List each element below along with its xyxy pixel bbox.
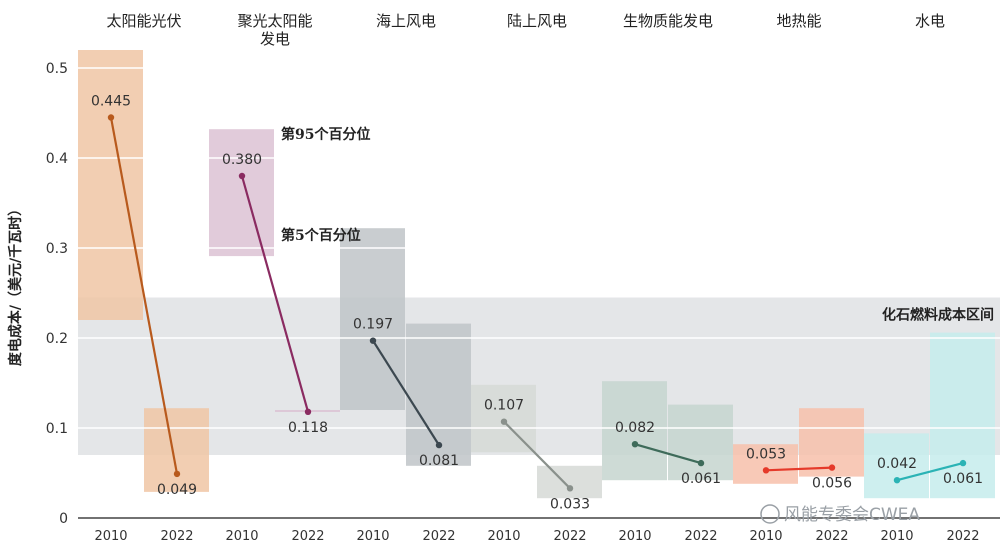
series-line bbox=[240, 175, 310, 413]
y-tick-label: 0.1 bbox=[46, 421, 68, 437]
wechat-icon bbox=[760, 504, 780, 524]
percentile-box bbox=[144, 408, 209, 492]
data-label: 0.107 bbox=[484, 398, 524, 414]
category-title: 水电 bbox=[915, 12, 945, 30]
series-line bbox=[372, 340, 440, 446]
data-point bbox=[304, 408, 312, 415]
data-point bbox=[762, 467, 770, 474]
x-tick-label: 2010 bbox=[749, 529, 782, 544]
series-line bbox=[503, 420, 571, 490]
percentile-box bbox=[668, 404, 733, 481]
data-point bbox=[631, 441, 639, 448]
x-tick-label: 2022 bbox=[553, 529, 586, 544]
x-tick-label: 2010 bbox=[94, 529, 127, 544]
y-tick-label: 0.4 bbox=[46, 151, 68, 167]
x-tick-label: 2010 bbox=[356, 529, 389, 544]
data-point bbox=[959, 459, 967, 467]
gridlines bbox=[78, 67, 1000, 519]
watermark-text: 风能专委会CWEA bbox=[784, 505, 920, 525]
data-label: 0.197 bbox=[353, 317, 393, 333]
percentile-box bbox=[78, 50, 143, 320]
x-tick-label: 2022 bbox=[946, 529, 979, 544]
x-tick-label: 2022 bbox=[422, 529, 455, 544]
annotation-p95: 第95个百分位 bbox=[281, 126, 370, 143]
percentile-boxes bbox=[78, 50, 995, 499]
x-tick-label: 2010 bbox=[487, 529, 520, 544]
category-title: 陆上风电 bbox=[507, 12, 567, 30]
category-title: 聚光太阳能 bbox=[237, 12, 312, 30]
data-label: 0.056 bbox=[812, 476, 852, 492]
data-label: 0.082 bbox=[615, 420, 655, 436]
annotation-p5: 第5个百分位 bbox=[281, 227, 361, 244]
x-tick-label: 2022 bbox=[815, 529, 848, 544]
percentile-box bbox=[930, 332, 995, 499]
data-label: 0.445 bbox=[91, 94, 131, 110]
data-point bbox=[697, 459, 705, 467]
data-point bbox=[369, 337, 377, 344]
fossil-band-label: 化石燃料成本区间 bbox=[882, 307, 994, 324]
x-tick-label: 2022 bbox=[160, 529, 193, 544]
y-tick-label: 0 bbox=[59, 511, 68, 527]
data-label: 0.081 bbox=[419, 453, 459, 469]
percentile-box bbox=[733, 444, 798, 484]
y-tick-label: 0.3 bbox=[46, 241, 68, 257]
series-lines bbox=[107, 114, 967, 492]
data-label: 0.118 bbox=[288, 420, 328, 436]
data-point bbox=[173, 470, 181, 478]
data-label: 0.061 bbox=[943, 471, 983, 487]
x-tick-label: 2010 bbox=[618, 529, 651, 544]
series-line bbox=[896, 462, 964, 482]
data-point bbox=[566, 485, 574, 492]
y-axis-label: 度电成本/（美元/千瓦时） bbox=[7, 202, 24, 366]
percentile-box bbox=[864, 433, 929, 499]
category-title: 海上风电 bbox=[376, 12, 436, 30]
percentile-box bbox=[340, 228, 405, 410]
data-label: 0.049 bbox=[157, 482, 197, 498]
data-point bbox=[107, 114, 115, 121]
series-line bbox=[765, 466, 833, 472]
x-tick-label: 2010 bbox=[880, 529, 913, 544]
data-point bbox=[238, 172, 246, 180]
series-line bbox=[634, 443, 702, 465]
x-tick-label: 2022 bbox=[291, 529, 324, 544]
series-line bbox=[109, 117, 179, 475]
percentile-box bbox=[209, 129, 274, 257]
y-tick-label: 0.2 bbox=[46, 331, 68, 347]
category-title: 生物质能发电 bbox=[623, 12, 713, 30]
category-title: 太阳能光伏 bbox=[106, 12, 181, 30]
percentile-box bbox=[537, 465, 602, 499]
data-point bbox=[828, 464, 836, 471]
data-point bbox=[893, 477, 901, 484]
data-point bbox=[500, 418, 508, 425]
category-title: 发电 bbox=[260, 30, 290, 48]
data-point bbox=[435, 441, 443, 449]
x-tick-label: 2022 bbox=[684, 529, 717, 544]
data-label: 0.033 bbox=[550, 496, 590, 512]
percentile-box bbox=[602, 381, 667, 481]
data-label: 0.380 bbox=[222, 152, 262, 168]
data-label: 0.061 bbox=[681, 471, 721, 487]
y-tick-label: 0.5 bbox=[46, 61, 68, 77]
watermark: 风能专委会CWEA bbox=[760, 504, 920, 525]
chart-text: 化石燃料成本区间 0 0.1 0.2 0.3 0.4 0.5 度电成本/（美元/千瓦时） 0.4… bbox=[7, 12, 994, 544]
data-label: 0.053 bbox=[746, 446, 786, 462]
category-title: 地热能 bbox=[776, 12, 821, 30]
x-tick-label: 2010 bbox=[225, 529, 258, 544]
data-label: 0.042 bbox=[877, 456, 917, 472]
